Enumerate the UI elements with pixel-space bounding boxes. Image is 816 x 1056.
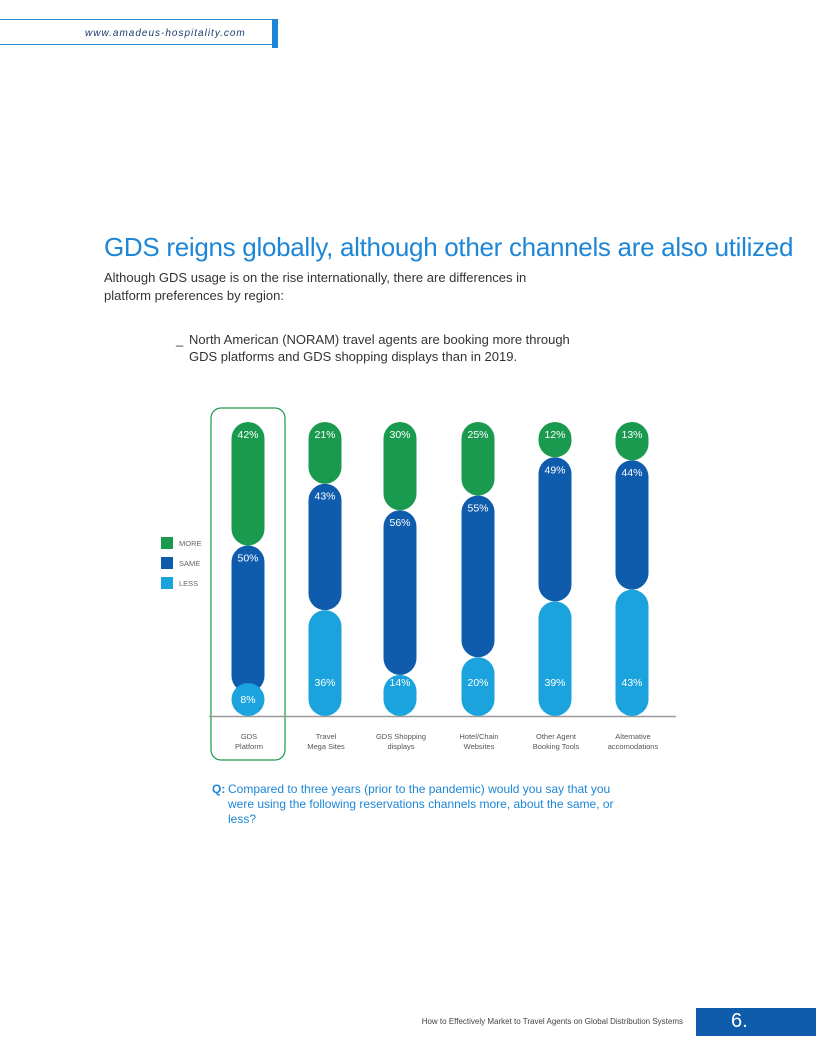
bar-less-gds-shopping-displays xyxy=(383,674,417,716)
legend-label-more: MORE xyxy=(179,539,202,548)
data-label-same-hotel-chain-websites: 55% xyxy=(467,503,488,515)
page-headline: GDS reigns globally, although other chan… xyxy=(104,232,794,262)
category-label-travel-mega-sites-line-1: Travel xyxy=(316,732,337,741)
category-label-travel-mega-sites-line-2: Mega Sites xyxy=(307,742,345,751)
data-label-less-other-agent-booking-tools: 39% xyxy=(544,677,565,689)
category-label-alternative-accomodations-line-1: Alternative xyxy=(615,732,650,741)
data-label-same-travel-mega-sites: 43% xyxy=(314,491,335,503)
category-label-gds-shopping-displays-line-2: displays xyxy=(387,742,414,751)
bar-same-other-agent-booking-tools xyxy=(538,457,572,602)
category-label-gds-platform-line-1: GDS xyxy=(241,732,257,741)
intro-paragraph: Although GDS usage is on the rise intern… xyxy=(104,270,527,303)
bar-less-gds-platform xyxy=(231,683,265,716)
data-label-same-gds-shopping-displays: 56% xyxy=(389,517,410,529)
bar-more-alternative-accomodations xyxy=(615,422,649,461)
category-label-gds-platform-line-2: Platform xyxy=(235,742,263,751)
data-label-more-hotel-chain-websites: 25% xyxy=(467,429,488,441)
highlight-frame-gds-platform xyxy=(210,407,286,761)
category-label-other-agent-booking-tools-line-2: Booking Tools xyxy=(533,742,580,751)
bar-less-hotel-chain-websites xyxy=(461,657,495,716)
footer-title: How to Effectively Market to Travel Agen… xyxy=(421,1017,683,1026)
data-label-more-alternative-accomodations: 13% xyxy=(621,429,642,441)
data-label-more-travel-mega-sites: 21% xyxy=(314,429,335,441)
bar-more-hotel-chain-websites xyxy=(461,422,495,496)
bar-same-alternative-accomodations xyxy=(615,460,649,590)
category-label-hotel-chain-websites-line-2: Websites xyxy=(464,742,495,751)
bar-less-other-agent-booking-tools xyxy=(538,601,572,716)
data-label-same-other-agent-booking-tools: 49% xyxy=(544,464,565,476)
data-label-more-other-agent-booking-tools: 12% xyxy=(544,429,565,441)
bar-same-gds-shopping-displays xyxy=(383,510,417,675)
data-label-less-gds-shopping-displays: 14% xyxy=(389,677,410,689)
data-label-same-alternative-accomodations: 44% xyxy=(621,467,642,479)
bar-less-alternative-accomodations xyxy=(615,589,649,716)
data-label-less-alternative-accomodations: 43% xyxy=(621,677,642,689)
category-label-other-agent-booking-tools-line-1: Other Agent xyxy=(536,732,577,741)
category-label-hotel-chain-websites-line-1: Hotel/Chain xyxy=(459,732,498,741)
url-bar-accent xyxy=(272,19,278,48)
data-label-more-gds-platform: 42% xyxy=(237,429,258,441)
bar-same-hotel-chain-websites xyxy=(461,495,495,658)
bar-more-gds-shopping-displays xyxy=(383,422,417,511)
question-text: Compared to three years (prior to the pa… xyxy=(228,782,614,826)
bar-same-gds-platform xyxy=(231,545,265,693)
legend-swatch-less xyxy=(161,577,173,589)
data-label-less-travel-mega-sites: 36% xyxy=(314,677,335,689)
bar-more-travel-mega-sites xyxy=(308,422,342,484)
category-label-alternative-accomodations-line-2: accomodations xyxy=(608,742,659,751)
legend-label-same: SAME xyxy=(179,559,200,568)
data-label-less-hotel-chain-websites: 20% xyxy=(467,677,488,689)
bullet-text: North American (NORAM) travel agents are… xyxy=(189,332,570,364)
bar-same-travel-mega-sites xyxy=(308,483,342,611)
bar-more-other-agent-booking-tools xyxy=(538,422,572,458)
data-label-less-gds-platform: 8% xyxy=(240,694,255,706)
legend-swatch-same xyxy=(161,557,173,569)
question-prefix: Q: xyxy=(212,782,226,796)
bar-more-gds-platform xyxy=(231,422,265,546)
page-number-box xyxy=(696,1008,816,1036)
bar-less-travel-mega-sites xyxy=(308,610,342,716)
website-url[interactable]: www.amadeus-hospitality.com xyxy=(85,28,246,39)
legend-label-less: LESS xyxy=(179,579,198,588)
page-number: 6. xyxy=(731,1010,748,1032)
data-label-more-gds-shopping-displays: 30% xyxy=(389,429,410,441)
url-bar xyxy=(0,19,272,45)
bullet-mark: _ xyxy=(176,332,184,347)
data-label-same-gds-platform: 50% xyxy=(237,552,258,564)
category-label-gds-shopping-displays-line-1: GDS Shopping xyxy=(376,732,426,741)
legend-swatch-more xyxy=(161,537,173,549)
